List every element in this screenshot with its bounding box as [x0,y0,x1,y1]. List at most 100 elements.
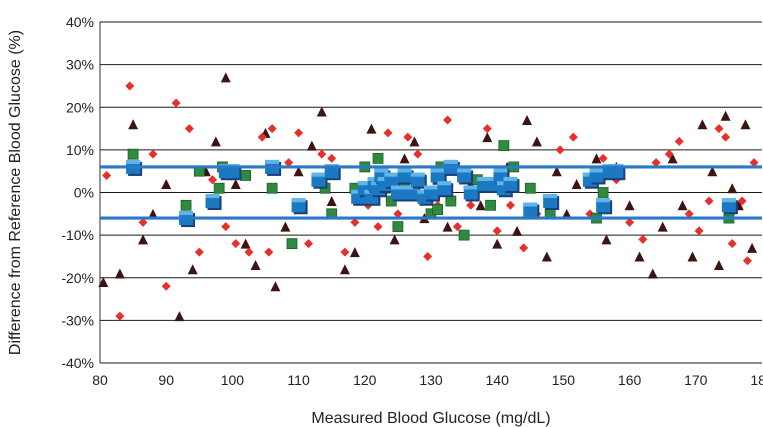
y-tick-label: -20% [61,270,94,286]
data-point-square-green [498,140,510,152]
data-point-triangle [647,268,658,279]
data-point-triangle [512,225,523,236]
data-point-diamond [568,132,578,142]
x-axis-title: Measured Blood Glucose (mg/dL) [311,410,550,427]
data-point-triangle [747,242,758,253]
data-point-square-green [485,199,496,211]
data-point-square-blue [410,172,427,189]
data-point-diamond [519,243,529,253]
data-point-triangle [210,136,221,147]
data-point-square-blue [596,198,613,215]
data-point-triangle [531,136,542,147]
data-point-triangle [624,200,635,211]
data-point-triangle [521,115,532,126]
data-point-square-blue [404,185,421,202]
y-tick-label: -30% [61,312,94,328]
data-point-square-blue [543,194,560,211]
data-point-square-blue [384,172,401,189]
data-point-square-green [524,182,536,194]
data-point-triangle [657,221,668,232]
x-tick-label: 90 [158,372,174,388]
data-point-diamond [598,153,608,163]
data-point-triangle [174,311,185,322]
data-point-triangle [250,259,261,270]
data-point-diamond [284,158,294,168]
data-point-triangle [634,251,645,262]
data-point-triangle [740,119,751,130]
data-point-triangle [482,132,493,143]
data-point-diamond [138,217,148,227]
data-point-diamond [161,281,171,291]
data-point-diamond [171,98,181,108]
data-point-square-green [392,221,404,233]
data-point-square-green [127,148,139,160]
data-point-triangle [667,153,678,164]
data-point-diamond [737,196,747,206]
data-point-square-blue [390,185,407,202]
data-point-diamond [267,124,277,134]
x-tick-label: 110 [287,372,310,388]
x-tick-label: 150 [552,372,576,388]
data-point-triangle [727,183,738,194]
data-point-triangle [687,251,698,262]
data-point-triangle [601,234,612,245]
data-point-diamond [327,153,337,163]
data-point-square-green [372,152,384,164]
data-point-triangle [270,281,281,292]
data-point-square-blue [311,172,328,189]
data-point-triangle [442,221,453,232]
data-point-triangle [128,119,139,130]
axes: -40% -30% -20% -10% 0% 10% 20% 30% 40% 80 90 100 110… [61,14,763,388]
data-point-diamond [482,124,492,134]
data-point-triangle [707,166,718,177]
data-point-diamond [294,128,304,138]
data-point-diamond [383,128,393,138]
x-tick-label: 120 [353,372,377,388]
data-point-diamond [264,247,274,257]
y-tick-label: 30% [66,57,94,73]
data-point-diamond [742,256,752,266]
data-points [98,72,759,322]
y-axis-title: Difference from Reference Blood Glucose … [7,30,24,355]
data-point-diamond [231,239,241,249]
reference-lines [100,165,762,220]
x-tick-label: 170 [684,372,708,388]
data-point-square-green [597,187,609,198]
data-point-square-blue [463,185,480,202]
data-point-triangle [399,153,410,164]
data-point-diamond [184,124,194,134]
data-point-triangle [230,178,241,189]
data-point-triangle [389,234,400,245]
data-point-diamond [684,209,694,219]
data-point-triangle [326,196,337,207]
data-point-square-green [180,199,192,211]
data-point-triangle [561,208,572,219]
data-point-triangle [306,140,317,151]
x-tick-label: 100 [221,372,245,388]
data-point-diamond [714,124,724,134]
data-point-square-green [266,182,278,194]
y-tick-label: 10% [66,142,94,158]
data-point-triangle [349,247,360,258]
x-tick-label: 140 [486,372,510,388]
data-point-square-green [240,170,252,181]
data-point-diamond [393,209,403,219]
data-point-diamond [625,217,635,227]
data-point-diamond [373,222,383,232]
data-point-square-blue [424,185,440,202]
y-tick-label: -40% [61,355,94,371]
data-point-triangle [677,200,688,211]
data-point-diamond [749,158,759,168]
data-point-triangle [147,208,158,219]
y-tick-label: -10% [61,227,94,243]
data-point-diamond [221,222,231,232]
data-point-square-blue [457,168,474,185]
data-point-triangle [293,166,304,177]
data-point-square-blue [291,198,308,215]
data-point-triangle [240,238,251,249]
data-point-triangle [591,153,602,164]
y-tick-label: 20% [66,99,94,115]
data-point-diamond [148,149,158,159]
data-point-triangle [409,136,420,147]
data-point-square-blue [205,194,222,211]
